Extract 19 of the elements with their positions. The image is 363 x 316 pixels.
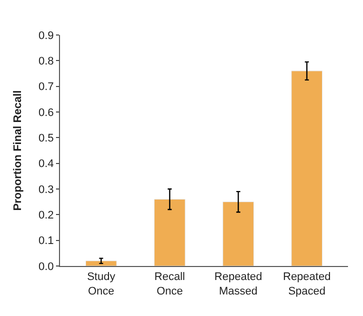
y-tick-label: 0.6	[38, 106, 54, 119]
y-tick-label: 0.2	[38, 210, 54, 222]
x-tick-label: Repeated Spaced	[283, 271, 331, 298]
bar	[154, 199, 186, 266]
y-tick-label: 0.9	[38, 30, 54, 42]
y-axis-title: Proportion Final Recall	[12, 90, 24, 211]
x-tick-label: Recall Once	[154, 271, 185, 298]
bar	[222, 202, 254, 266]
y-tick-label: 0.0	[38, 260, 54, 273]
y-tick-label: 0.5	[38, 132, 54, 145]
y-tick-label: 0.1	[38, 235, 54, 248]
bar	[85, 260, 117, 266]
x-tick-label: Study Once	[87, 271, 116, 298]
y-tick-label: 0.7	[38, 81, 54, 94]
y-tick-label: 0.4	[38, 158, 54, 170]
bar	[291, 70, 323, 266]
y-tick-label: 0.8	[38, 56, 54, 68]
x-tick-label: Repeated Massed	[214, 271, 262, 298]
y-tick-label: 0.3	[38, 184, 54, 196]
